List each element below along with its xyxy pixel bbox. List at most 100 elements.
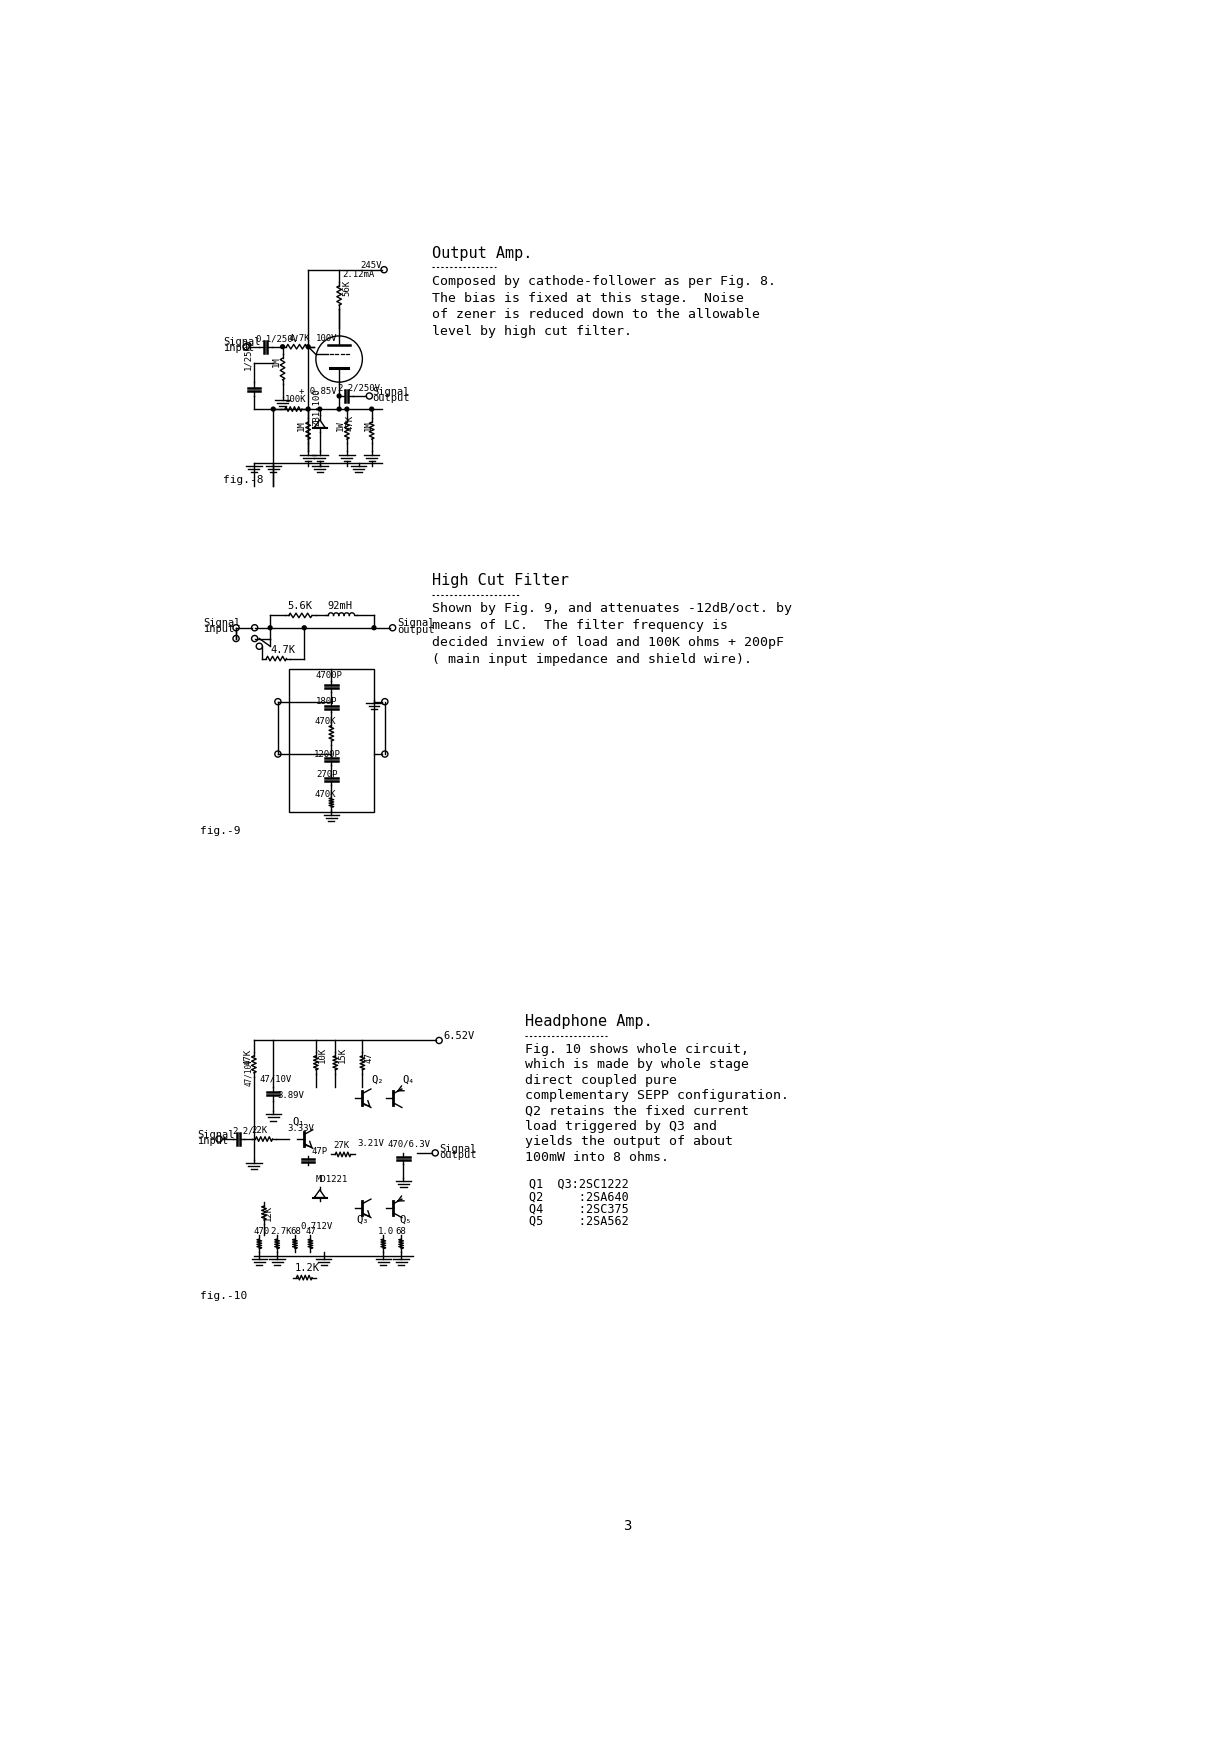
Text: level by high cut filter.: level by high cut filter. [432, 325, 632, 337]
Text: 470K: 470K [315, 788, 336, 799]
Circle shape [337, 407, 341, 413]
Circle shape [306, 346, 310, 350]
Text: Fig. 10 shows whole circuit,: Fig. 10 shows whole circuit, [526, 1042, 750, 1056]
Text: input: input [223, 343, 254, 353]
Text: output: output [372, 393, 410, 402]
Text: 12K: 12K [263, 1204, 273, 1220]
Circle shape [345, 407, 349, 413]
Text: 27K: 27K [333, 1140, 350, 1148]
Text: means of LC.  The filter frequency is: means of LC. The filter frequency is [432, 619, 728, 631]
Text: 47K: 47K [244, 1049, 252, 1065]
Text: complementary SEPP configuration.: complementary SEPP configuration. [526, 1089, 789, 1101]
Text: input: input [203, 624, 235, 633]
Text: Signal: Signal [223, 336, 261, 346]
Text: High Cut Filter: High Cut Filter [432, 573, 568, 587]
Text: 3.21V: 3.21V [356, 1138, 383, 1147]
Text: 47K: 47K [345, 414, 354, 430]
Text: output: output [397, 624, 435, 635]
Text: output: output [439, 1148, 477, 1159]
Text: 1M: 1M [298, 420, 306, 430]
Text: 100V: 100V [316, 334, 337, 343]
Text: decided inview of load and 100K ohms + 200pF: decided inview of load and 100K ohms + 2… [432, 635, 784, 649]
Text: ( main input impedance and shield wire).: ( main input impedance and shield wire). [432, 652, 752, 666]
Text: Q₄: Q₄ [403, 1073, 415, 1084]
Text: 470/6.3V: 470/6.3V [388, 1138, 431, 1147]
Text: 4700P: 4700P [316, 671, 343, 680]
Text: ZB1-100: ZB1-100 [312, 388, 321, 427]
Text: 47P: 47P [312, 1147, 328, 1155]
Circle shape [268, 626, 272, 631]
Text: + 0.85V: + 0.85V [299, 386, 337, 395]
Text: 2.7K: 2.7K [271, 1227, 292, 1236]
Circle shape [317, 407, 322, 413]
Text: 47/10V: 47/10V [244, 1058, 252, 1086]
Bar [289, 669, 374, 813]
Text: Headphone Amp.: Headphone Amp. [526, 1014, 653, 1028]
Text: Signal: Signal [439, 1143, 477, 1154]
Text: Signal: Signal [197, 1129, 235, 1140]
Text: 68: 68 [396, 1227, 407, 1236]
Text: 2.2/250V: 2.2/250V [338, 383, 381, 393]
Text: Output Amp.: Output Amp. [432, 245, 533, 260]
Text: Signal: Signal [397, 619, 435, 628]
Text: Composed by cathode-follower as per Fig. 8.: Composed by cathode-follower as per Fig.… [432, 274, 777, 287]
Text: 22K: 22K [251, 1126, 268, 1134]
Circle shape [370, 407, 374, 413]
Circle shape [337, 395, 341, 399]
Text: 5.6K: 5.6K [287, 600, 312, 610]
Text: 92mH: 92mH [327, 600, 353, 610]
Text: Q₅: Q₅ [399, 1215, 412, 1225]
Text: fig.-9: fig.-9 [200, 825, 240, 836]
Text: 1.0: 1.0 [377, 1227, 394, 1236]
Text: 47: 47 [306, 1227, 316, 1236]
Text: input: input [197, 1134, 229, 1145]
Text: The bias is fixed at this stage.  Noise: The bias is fixed at this stage. Noise [432, 292, 744, 304]
Text: Q2 retains the fixed current: Q2 retains the fixed current [526, 1105, 750, 1117]
Text: 3: 3 [624, 1519, 632, 1533]
Text: 0.1/250V: 0.1/250V [256, 334, 299, 343]
Circle shape [372, 626, 376, 631]
Text: 470: 470 [254, 1227, 270, 1236]
Text: 1200P: 1200P [315, 750, 342, 759]
Text: 180P: 180P [316, 697, 337, 706]
Text: Signal: Signal [372, 386, 410, 397]
Text: Q₂: Q₂ [371, 1073, 385, 1084]
Text: 100K: 100K [285, 395, 306, 404]
Text: Shown by Fig. 9, and attenuates -12dB/oct. by: Shown by Fig. 9, and attenuates -12dB/oc… [432, 601, 793, 615]
Text: 47: 47 [365, 1051, 374, 1063]
Text: direct coupled pure: direct coupled pure [526, 1073, 677, 1086]
Text: of zener is reduced down to the allowable: of zener is reduced down to the allowabl… [432, 308, 761, 322]
Text: MD1221: MD1221 [316, 1175, 348, 1183]
Text: 15K: 15K [338, 1045, 347, 1063]
Text: yields the output of about: yields the output of about [526, 1134, 733, 1148]
Text: 4.7K: 4.7K [271, 645, 295, 654]
Text: 1M: 1M [364, 420, 372, 430]
Text: load triggered by Q3 and: load triggered by Q3 and [526, 1119, 717, 1133]
Text: 1M: 1M [272, 355, 281, 367]
Text: 0.712V: 0.712V [300, 1220, 333, 1231]
Text: 6.52V: 6.52V [443, 1031, 474, 1040]
Text: fig.-8: fig.-8 [223, 475, 263, 484]
Circle shape [281, 346, 284, 350]
Text: 1W: 1W [336, 420, 345, 430]
Text: fig.-10: fig.-10 [200, 1290, 247, 1301]
Text: 4.7K: 4.7K [289, 334, 310, 343]
Text: 1.2K: 1.2K [295, 1262, 320, 1273]
Circle shape [303, 626, 306, 631]
Text: Q5     :2SA562: Q5 :2SA562 [529, 1215, 628, 1227]
Text: Q₁: Q₁ [293, 1115, 305, 1126]
Text: Q1  Q3:2SC1222: Q1 Q3:2SC1222 [529, 1176, 628, 1190]
Text: 470K: 470K [315, 717, 336, 725]
Text: 10K: 10K [318, 1045, 327, 1063]
Text: 270P: 270P [316, 769, 337, 778]
Text: 3.89V: 3.89V [277, 1091, 304, 1099]
Text: Q4     :2SC375: Q4 :2SC375 [529, 1201, 628, 1215]
Text: 1/250V: 1/250V [243, 337, 252, 369]
Text: 2.2/: 2.2/ [233, 1126, 254, 1134]
Text: which is made by whole stage: which is made by whole stage [526, 1058, 750, 1072]
Text: Signal: Signal [203, 617, 241, 628]
Text: 47/10V: 47/10V [260, 1073, 292, 1084]
Text: Q2     :2SA640: Q2 :2SA640 [529, 1189, 628, 1203]
Text: 100mW into 8 ohms.: 100mW into 8 ohms. [526, 1150, 669, 1162]
Text: 3.33V: 3.33V [287, 1124, 314, 1133]
